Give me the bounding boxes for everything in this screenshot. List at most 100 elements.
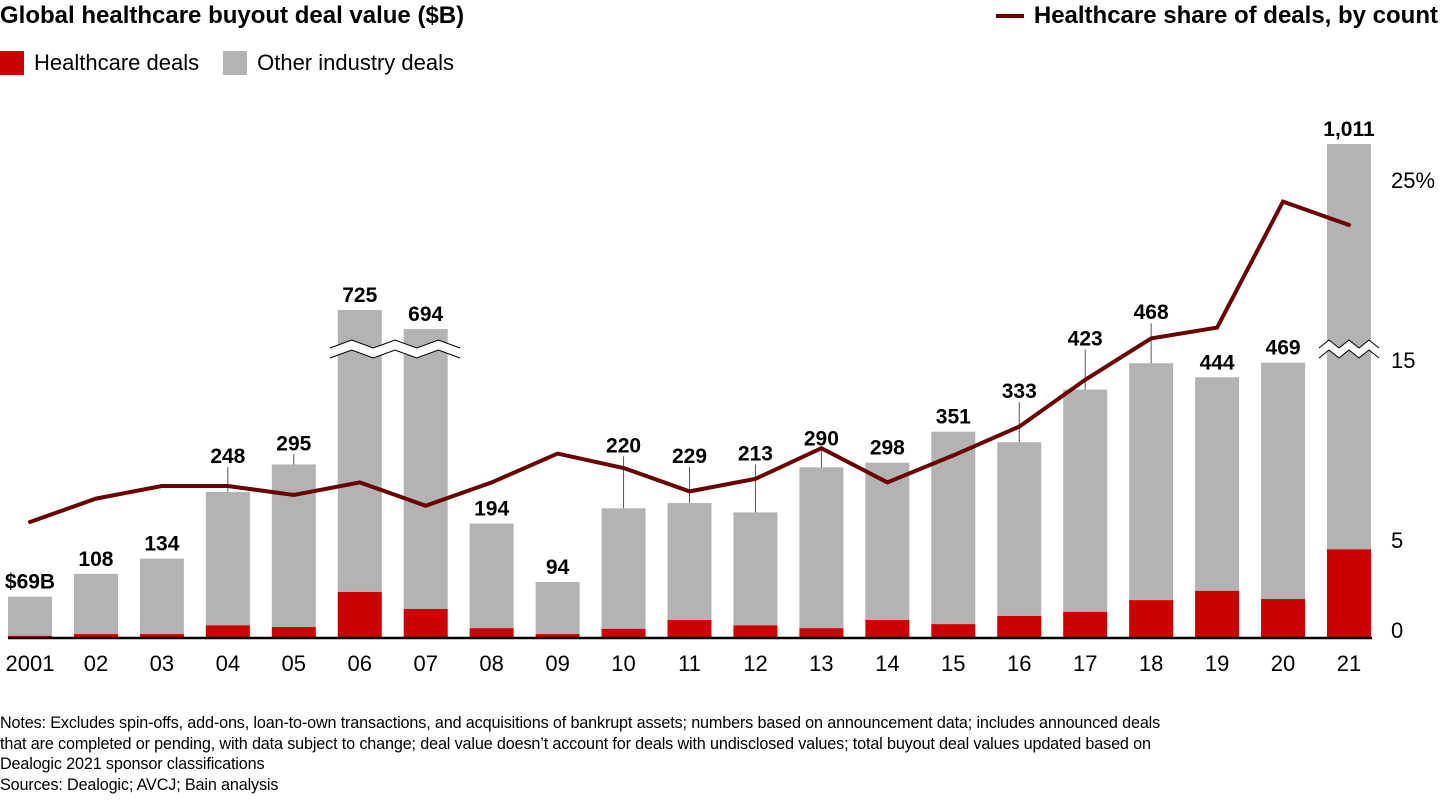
bar-total-label: 229: [672, 445, 707, 468]
x-tick-label: 02: [84, 651, 108, 676]
bar-other: [997, 442, 1042, 616]
bar-other: [667, 503, 712, 621]
legend-label-other: Other industry deals: [257, 50, 454, 75]
line-legend-swatch: [995, 14, 1024, 18]
x-tick-label: 08: [479, 651, 503, 676]
bar-other: [733, 512, 778, 626]
bar-other: [139, 558, 184, 635]
bar-healthcare: [73, 634, 118, 637]
bar-healthcare: [271, 627, 316, 637]
x-tick-label: 18: [1139, 651, 1163, 676]
bar-healthcare: [469, 628, 514, 637]
bar-healthcare: [1063, 611, 1108, 637]
x-tick-label: 2001: [6, 651, 55, 676]
legend-swatch-other: [223, 51, 248, 75]
x-tick-label: 03: [150, 651, 174, 676]
bar-other: [8, 596, 52, 636]
axis-break-line: [329, 349, 461, 359]
bar-other: [1129, 363, 1174, 601]
notes-line: Notes: Excludes spin-offs, add-ons, loan…: [0, 714, 1161, 732]
axis-break-line: [1318, 339, 1380, 349]
bar-total-label: 694: [408, 303, 443, 326]
bar-legend: Healthcare deals Other industry deals: [0, 50, 478, 76]
x-tick-label: 14: [875, 651, 899, 676]
bar-other: [1195, 377, 1240, 591]
x-tick-label: 07: [413, 651, 437, 676]
bar-healthcare: [205, 625, 250, 637]
legend-label-healthcare: Healthcare deals: [34, 50, 200, 75]
bar-other: [205, 491, 250, 626]
bar-other: [799, 467, 844, 629]
x-tick-label: 09: [545, 651, 569, 676]
sources-line: Sources: Dealogic; AVCJ; Bain analysis: [0, 775, 279, 794]
x-tick-label: 21: [1337, 651, 1361, 676]
bar-total-label: 94: [546, 556, 570, 579]
chart: $69B200110802134032480429505725066940719…: [5, 118, 1435, 676]
bar-total-label: 295: [276, 432, 311, 455]
right-axis-tick-label: 0: [1391, 618, 1403, 643]
bar-healthcare: [997, 615, 1042, 637]
bar-other: [271, 464, 316, 628]
bar-healthcare: [865, 620, 910, 637]
line-legend: Healthcare share of deals, by count: [995, 2, 1438, 30]
bar-other: [1063, 389, 1108, 612]
legend-swatch-healthcare: [0, 51, 24, 75]
bar-total-label: 194: [474, 498, 509, 521]
bar-healthcare: [337, 591, 382, 637]
bar-healthcare: [667, 620, 712, 637]
notes-line: that are completed or pending, with data…: [0, 734, 1151, 753]
bar-other: [403, 329, 448, 609]
bar-healthcare: [601, 628, 646, 637]
bar-total-label: 725: [342, 284, 377, 307]
bar-healthcare: [403, 608, 448, 637]
bar-total-label: 298: [870, 437, 905, 460]
chart-title: Global healthcare buyout deal value ($B): [0, 2, 465, 29]
bar-healthcare: [1195, 590, 1240, 637]
bar-total-label: 351: [936, 406, 971, 429]
legend-item-healthcare: Healthcare deals: [0, 50, 199, 76]
notes-line: Dealogic 2021 sponsor classifications: [0, 755, 265, 773]
bar-total-label: 444: [1200, 351, 1235, 374]
bar-total-label: 423: [1068, 328, 1103, 351]
bar-healthcare: [1327, 549, 1371, 637]
right-axis-tick-label: 15: [1391, 348, 1415, 373]
bar-healthcare: [8, 635, 52, 637]
x-tick-label: 12: [743, 651, 767, 676]
bar-healthcare: [931, 624, 976, 637]
bar-total-label: 290: [804, 427, 839, 450]
bar-total-label: 108: [78, 548, 113, 571]
bar-other: [469, 523, 514, 629]
bar-total-label: 134: [144, 533, 179, 556]
bar-other: [1261, 362, 1306, 599]
axis-break-line: [1318, 349, 1380, 359]
bar-healthcare: [535, 634, 580, 637]
x-tick-label: 15: [941, 651, 965, 676]
bar-other: [865, 462, 910, 621]
bar-total-label: 213: [738, 442, 773, 465]
bar-total-label: 248: [210, 445, 245, 468]
bar-healthcare: [799, 628, 844, 637]
x-tick-label: 10: [611, 651, 635, 676]
bar-total-label: 468: [1134, 301, 1169, 324]
axis-break-line: [329, 339, 461, 349]
x-tick-label: 20: [1271, 651, 1295, 676]
bar-total-label: 1,011: [1323, 118, 1375, 141]
x-tick-label: 17: [1073, 651, 1097, 676]
bar-total-label: 469: [1266, 337, 1301, 360]
x-tick-label: 19: [1205, 651, 1229, 676]
bar-total-label: 333: [1002, 380, 1037, 403]
bar-total-label: 220: [606, 434, 641, 457]
x-tick-label: 13: [809, 651, 833, 676]
notes: Notes: Excludes spin-offs, add-ons, loan…: [0, 713, 1440, 795]
bar-healthcare: [1129, 600, 1174, 637]
x-tick-label: 11: [678, 651, 701, 676]
bar-other: [931, 431, 976, 625]
legend-item-other: Other industry deals: [223, 50, 454, 76]
bar-healthcare: [1261, 598, 1306, 637]
line-legend-label: Healthcare share of deals, by count: [1033, 2, 1438, 29]
right-axis-tick-label: 5: [1391, 528, 1403, 553]
x-tick-label: 06: [348, 651, 372, 676]
bar-healthcare: [733, 625, 778, 637]
bar-healthcare: [139, 634, 184, 637]
right-axis-tick-label: 25%: [1391, 168, 1435, 193]
